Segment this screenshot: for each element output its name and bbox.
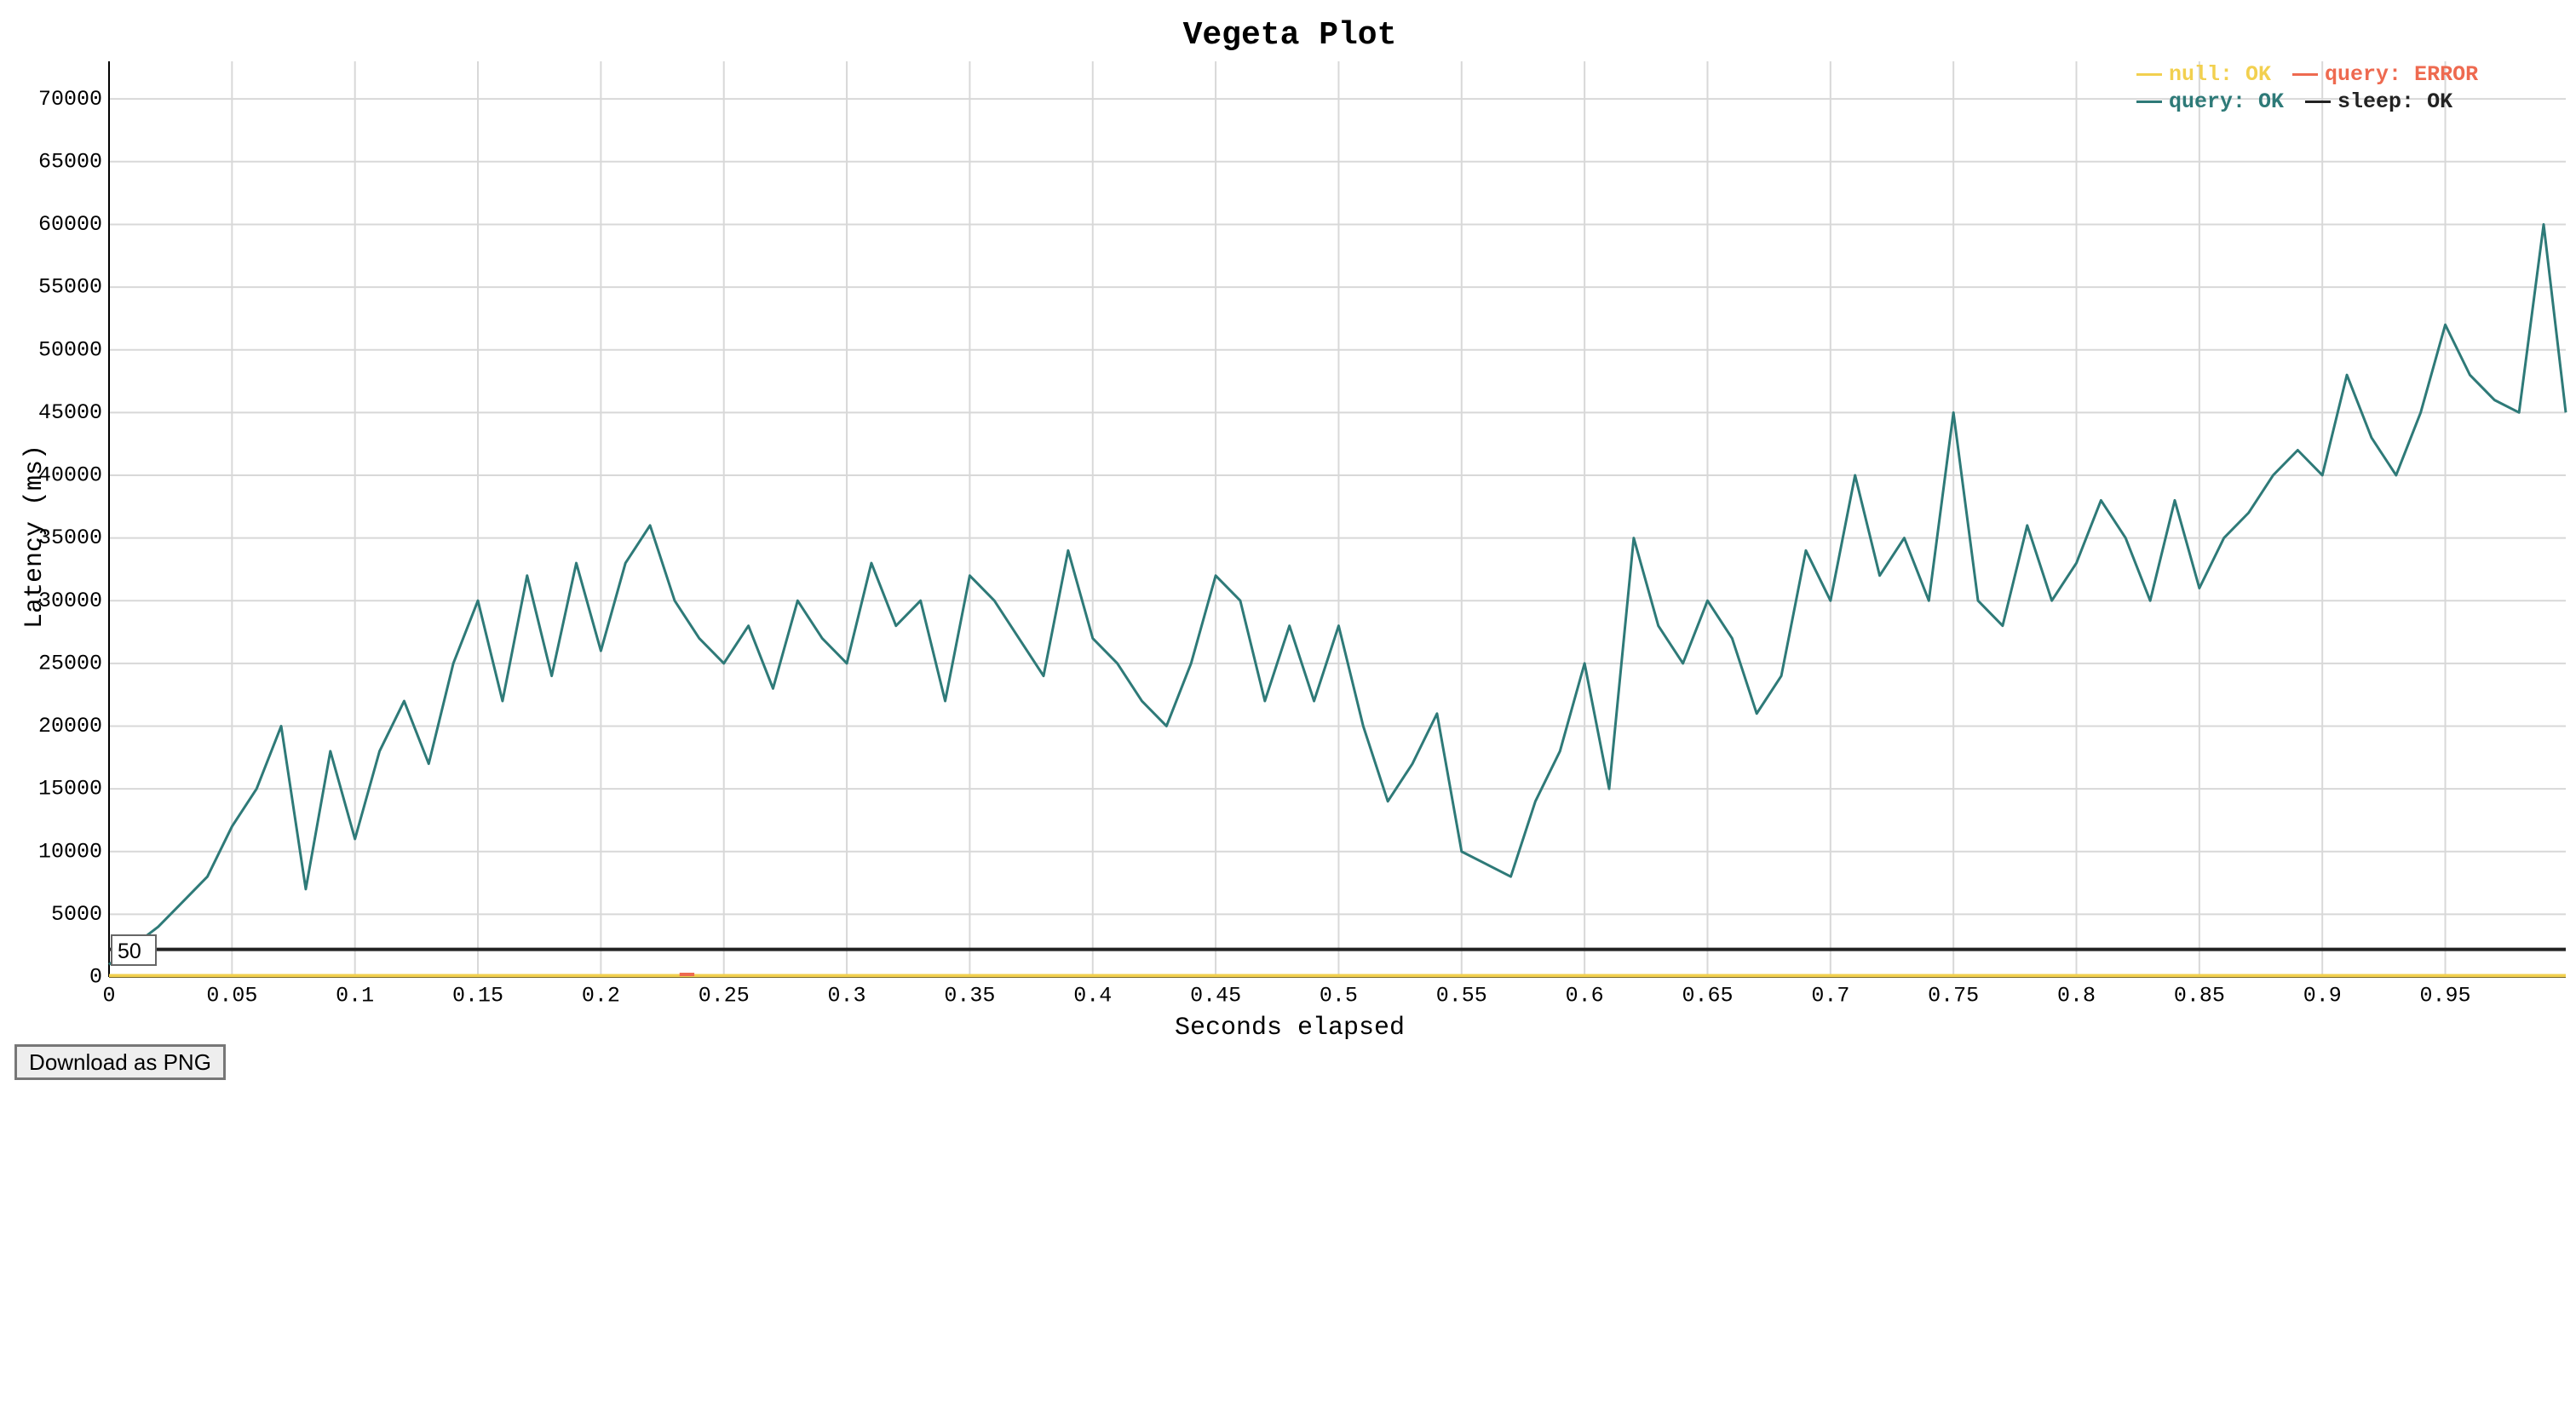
y-tick-label: 60000 (38, 212, 102, 237)
x-tick-label: 0.5 (1320, 984, 1358, 1008)
x-tick-label: 0.95 (2420, 984, 2471, 1008)
x-tick-label: 0.1 (336, 984, 374, 1008)
legend-swatch (2136, 100, 2162, 103)
legend-label: query: ERROR (2325, 62, 2479, 87)
download-button[interactable]: Download as PNG (14, 1044, 226, 1080)
y-tick-label: 55000 (38, 275, 102, 300)
legend-entry: query: ERROR (2292, 62, 2478, 87)
x-tick-label: 0.3 (828, 984, 866, 1008)
x-tick-label: 0.75 (1928, 984, 1979, 1008)
legend-label: sleep: OK (2337, 89, 2453, 114)
y-tick-label: 45000 (38, 400, 102, 425)
y-tick-label: 0 (89, 965, 102, 990)
x-tick-label: 0 (102, 984, 115, 1008)
x-tick-label: 0.25 (699, 984, 750, 1008)
y-tick-label: 25000 (38, 651, 102, 675)
x-tick-label: 0.65 (1682, 984, 1733, 1008)
legend-entry: null: OK (2136, 62, 2271, 87)
legend-swatch (2305, 100, 2332, 103)
legend-entry: query: OK (2136, 89, 2284, 114)
x-tick-label: 0.45 (1190, 984, 1241, 1008)
series-line (108, 222, 2567, 966)
x-tick-label: 0.8 (2057, 984, 2096, 1008)
y-tick-label: 40000 (38, 463, 102, 488)
x-tick-label: 0.35 (944, 984, 995, 1008)
x-tick-label: 0.4 (1073, 984, 1112, 1008)
x-tick-label: 0.55 (1436, 984, 1487, 1008)
y-tick-label: 35000 (38, 526, 102, 550)
x-tick-label: 0.05 (206, 984, 257, 1008)
x-tick-label: 0.7 (1811, 984, 1849, 1008)
x-tick-label: 0.2 (582, 984, 620, 1008)
legend-swatch (2292, 72, 2319, 76)
x-tick-label: 0.9 (2303, 984, 2342, 1008)
x-tick-label: 0.6 (1566, 984, 1604, 1008)
y-tick-label: 30000 (38, 589, 102, 613)
y-tick-label: 65000 (38, 149, 102, 174)
legend-label: null: OK (2169, 62, 2272, 87)
legend-entry: sleep: OK (2305, 89, 2452, 114)
x-axis-label: Seconds elapsed (1175, 1014, 1405, 1043)
roll-period-input[interactable]: 50 (111, 934, 157, 966)
chart-title: Vegeta Plot (1183, 17, 1397, 54)
legend: null: OK query: ERROR query: OK sleep: O… (2136, 61, 2571, 116)
y-tick-label: 50000 (38, 337, 102, 362)
y-tick-label: 5000 (51, 902, 102, 927)
legend-label: query: OK (2169, 89, 2285, 114)
y-tick-label: 20000 (38, 714, 102, 738)
x-tick-label: 0.15 (452, 984, 503, 1008)
legend-swatch (2136, 72, 2162, 76)
y-tick-label: 10000 (38, 839, 102, 864)
x-tick-label: 0.85 (2174, 984, 2225, 1008)
y-axis-label: Latency (ms) (20, 445, 49, 629)
y-tick-label: 70000 (38, 87, 102, 112)
y-tick-label: 15000 (38, 777, 102, 802)
